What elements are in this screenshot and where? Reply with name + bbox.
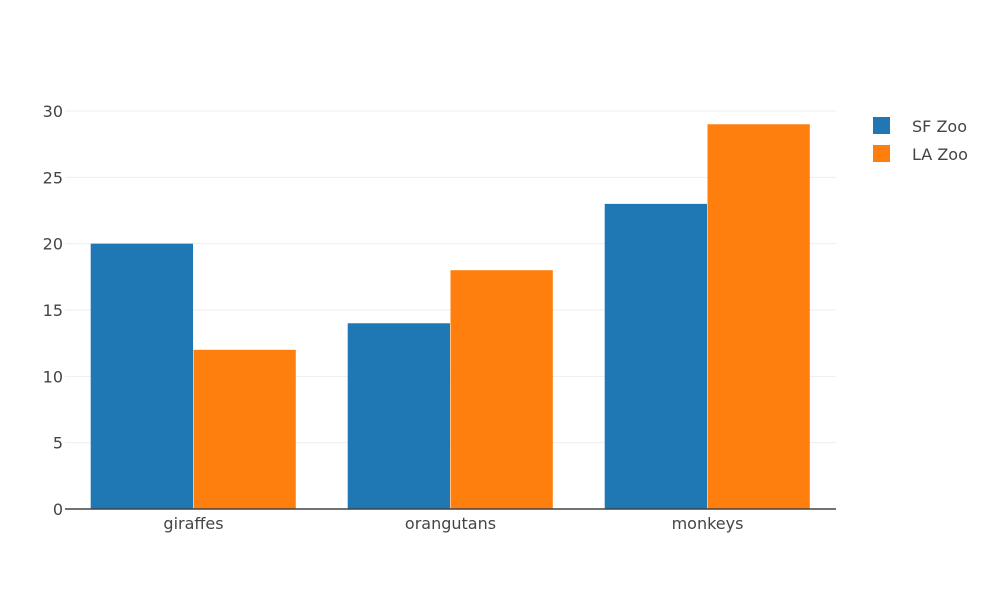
legend-swatch (873, 145, 890, 162)
y-tick-label-5: 5 (53, 434, 63, 453)
y-tick-labels: 0 5 10 15 20 25 30 (43, 102, 63, 519)
legend-item-sf-zoo[interactable]: SF Zoo (873, 117, 967, 136)
y-tick-label-10: 10 (43, 367, 63, 386)
bar-sf-zoo-orangutans (347, 323, 450, 509)
y-tick-label-30: 30 (43, 102, 63, 121)
legend-item-la-zoo[interactable]: LA Zoo (873, 145, 968, 164)
x-tick-label-giraffes: giraffes (163, 514, 223, 533)
y-tick-label-15: 15 (43, 301, 63, 320)
bar-sf-zoo-giraffes (90, 243, 193, 509)
bar-sf-zoo-monkeys (604, 203, 707, 509)
bars (90, 124, 810, 510)
legend-label: LA Zoo (912, 145, 968, 164)
y-tick-label-0: 0 (53, 500, 63, 519)
bar-la-zoo-orangutans (450, 270, 553, 509)
bar-la-zoo-giraffes (193, 349, 296, 509)
x-tick-label-orangutans: orangutans (405, 514, 496, 533)
legend-label: SF Zoo (912, 117, 967, 136)
x-tick-label-monkeys: monkeys (672, 514, 744, 533)
bar-la-zoo-monkeys (707, 124, 810, 510)
y-tick-label-25: 25 (43, 168, 63, 187)
x-tick-labels: giraffes orangutans monkeys (163, 514, 743, 533)
legend-swatch (873, 117, 890, 134)
legend: SF Zoo LA Zoo (873, 117, 968, 164)
y-tick-label-20: 20 (43, 235, 63, 254)
